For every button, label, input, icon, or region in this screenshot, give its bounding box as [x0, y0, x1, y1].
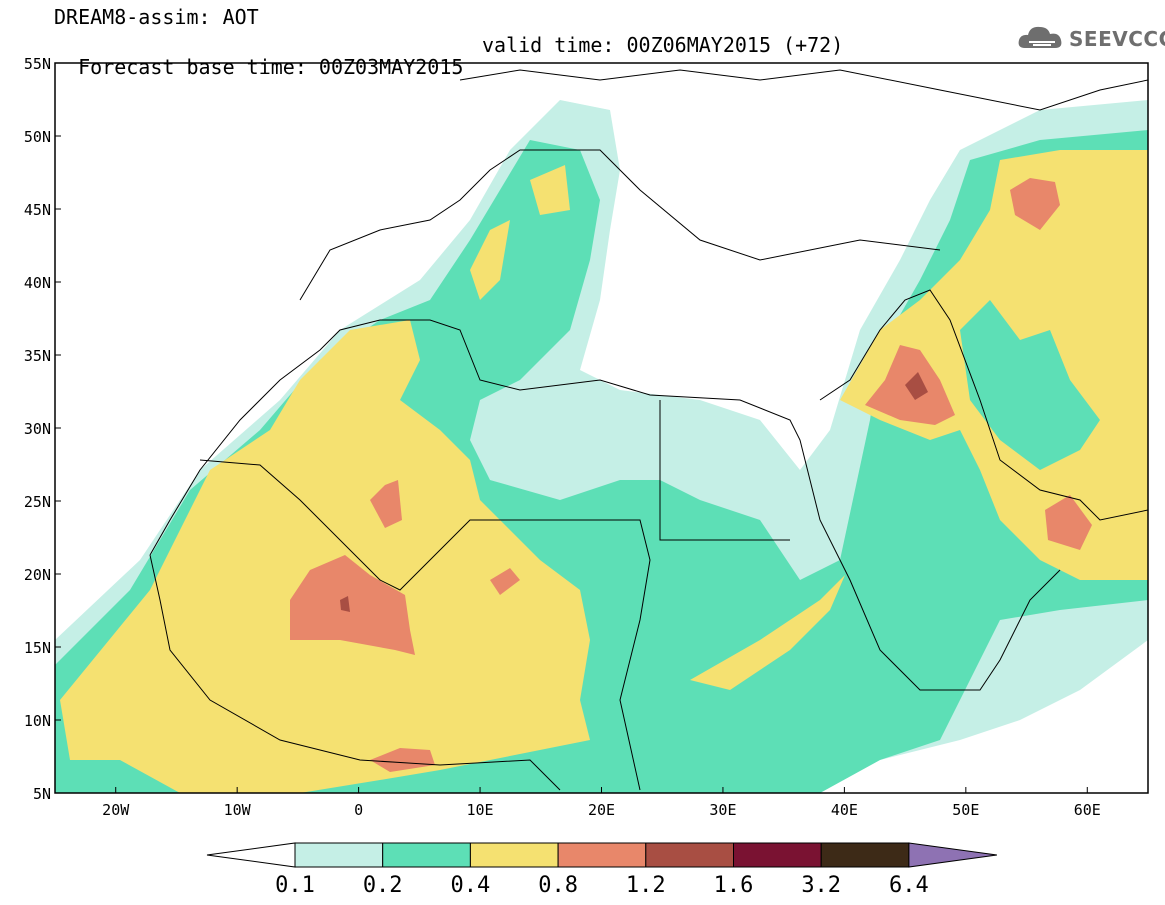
lon-tick-label: 0: [354, 801, 363, 819]
colorbar: [206, 842, 997, 868]
colorbar-swatch: [645, 842, 734, 868]
lat-tick-label: 15N: [24, 639, 51, 657]
aot-contour-0.8-algeria: [370, 480, 402, 528]
lon-tick-label: 10W: [224, 801, 252, 819]
forecast-times: Forecast base time: 00Z03MAY2015 valid t…: [54, 34, 843, 100]
base-time-label: Forecast base time: 00Z03MAY2015: [78, 55, 464, 79]
lat-tick-label: 35N: [24, 347, 51, 365]
lon-tick-label: 50E: [952, 801, 979, 819]
lon-tick-label: 20E: [588, 801, 615, 819]
colorbar-label: 0.1: [275, 873, 315, 898]
aot-contour-0.2-arabia: [960, 300, 1100, 470]
aot-contour-0.8-caspian: [1010, 178, 1060, 230]
colorbar-label: 0.2: [362, 873, 403, 898]
colorbar-swatch: [382, 842, 471, 868]
lat-tick-label: 20N: [24, 566, 51, 584]
colorbar-under: [206, 842, 296, 868]
lon-tick-label: 30E: [709, 801, 736, 819]
colorbar-label: 1.6: [713, 873, 754, 898]
aot-contour-0.4-italy: [470, 165, 570, 300]
lon-tick-label: 10E: [467, 801, 494, 819]
lat-tick-label: 45N: [24, 201, 51, 219]
latitude-ticks: 5N 10N 15N 20N 25N 30N 35N 40N 45N 50N 55N: [24, 55, 61, 803]
colorbar-swatch: [294, 842, 384, 868]
aot-contour-0.8-sahel: [290, 555, 415, 655]
cloud-icon: [1018, 26, 1062, 48]
map-title: DREAM8-assim: AOT: [54, 5, 259, 29]
aot-contour-0.8-chad: [490, 568, 520, 595]
longitude-ticks: 20W 10W 0 10E 20E 30E 40E 50E 60E: [102, 787, 1101, 819]
colorbar-swatch: [557, 842, 647, 868]
lat-tick-label: 10N: [24, 712, 51, 730]
colorbar-label: 3.2: [801, 873, 842, 898]
lat-tick-label: 30N: [24, 420, 51, 438]
logo-text: SEEVCCC: [1069, 27, 1165, 51]
colorbar-label: 0.8: [538, 873, 578, 898]
seevccc-logo: SEEVCCC: [1017, 22, 1165, 54]
aot-contour-1.2-mali: [340, 596, 350, 612]
lon-tick-label: 40E: [831, 801, 858, 819]
aot-contour-0.8-nigeria: [370, 748, 435, 772]
colorbar-label: 6.4: [889, 873, 929, 898]
colorbar-label: 0.4: [450, 873, 491, 898]
lat-tick-label: 5N: [33, 785, 51, 803]
colorbar-swatch: [469, 842, 559, 868]
lat-tick-label: 55N: [24, 55, 51, 73]
lon-tick-label: 60E: [1074, 801, 1101, 819]
valid-time-label: valid time: 00Z06MAY2015 (+72): [482, 33, 844, 57]
lon-tick-label: 20W: [102, 801, 130, 819]
aot-contour-0.4-sudan: [690, 575, 845, 690]
lat-tick-label: 25N: [24, 493, 51, 511]
lat-tick-label: 40N: [24, 274, 51, 292]
colorbar-swatch: [733, 842, 822, 868]
colorbar-swatch: [820, 842, 910, 868]
colorbar-label: 1.2: [625, 873, 666, 898]
aot-fields: [55, 100, 1148, 793]
colorbar-over: [908, 842, 997, 868]
aot-contour-0.8-oman: [1045, 495, 1092, 550]
aot-contour-0.4-west: [60, 320, 590, 793]
coastlines: [149, 69, 1149, 791]
lat-tick-label: 50N: [24, 128, 51, 146]
aot-contour-1.2-iraq: [905, 372, 928, 400]
